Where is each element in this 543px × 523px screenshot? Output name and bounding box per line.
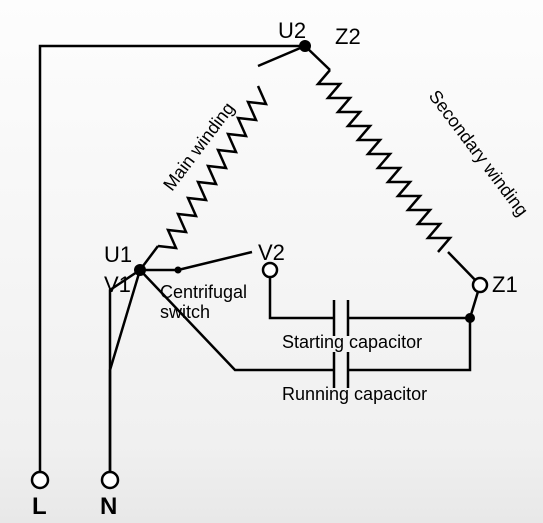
label-L: L bbox=[32, 493, 47, 520]
starting-capacitor-branch bbox=[270, 276, 480, 336]
centrifugal-switch bbox=[140, 252, 252, 274]
label-N: N bbox=[100, 493, 117, 520]
wire-N-to-V1 bbox=[110, 270, 140, 474]
label-Z2: Z2 bbox=[335, 24, 361, 49]
label-centrifugal-1: Centrifugal bbox=[160, 282, 247, 302]
label-V1: V1 bbox=[104, 272, 131, 297]
label-main-winding: Main winding bbox=[159, 98, 238, 194]
secondary-winding bbox=[305, 46, 480, 285]
label-U2: U2 bbox=[278, 18, 306, 43]
label-V2: V2 bbox=[258, 240, 285, 265]
main-winding bbox=[140, 46, 305, 270]
node-U1-V1 bbox=[134, 264, 146, 276]
label-U1: U1 bbox=[104, 242, 132, 267]
node-run-start-junction bbox=[465, 313, 475, 323]
label-running-cap: Running capacitor bbox=[282, 384, 427, 404]
node-V2 bbox=[263, 263, 277, 277]
label-Z1: Z1 bbox=[492, 272, 518, 297]
label-secondary-winding: Secondary winding bbox=[425, 86, 533, 220]
label-centrifugal-2: switch bbox=[160, 302, 210, 322]
node-N bbox=[102, 472, 118, 488]
node-Z1 bbox=[473, 278, 487, 292]
circuit-diagram: U2 Z2 U1 V1 V2 Z1 L N Main winding Secon… bbox=[0, 0, 543, 523]
label-starting-cap: Starting capacitor bbox=[282, 332, 422, 352]
node-L bbox=[32, 472, 48, 488]
